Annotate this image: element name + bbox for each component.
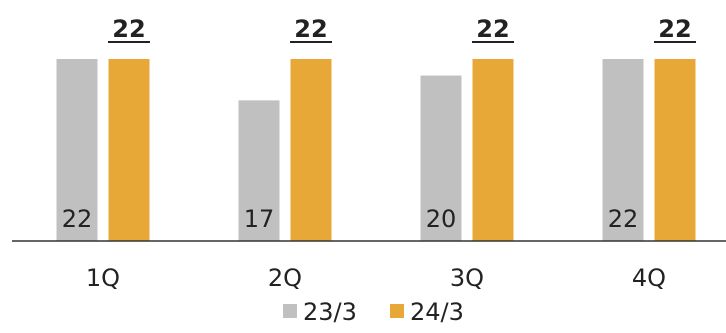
bar-23-3-1Q xyxy=(56,59,98,241)
data-label-24-3-1Q: 22 xyxy=(112,15,145,43)
legend: 23/3 24/3 xyxy=(283,298,464,326)
bar-23-3-4Q xyxy=(602,59,644,241)
data-label-24-3-3Q: 22 xyxy=(476,15,509,43)
category-label-1Q: 1Q xyxy=(86,264,120,292)
data-label-23-3-3Q: 20 xyxy=(426,205,457,233)
bar-23-3-2Q xyxy=(238,100,280,241)
data-label-23-3-1Q: 22 xyxy=(62,205,93,233)
category-labels: 1Q 2Q 3Q 4Q xyxy=(86,264,666,292)
labels-layer: 22 22 17 22 20 22 22 22 xyxy=(62,15,696,233)
bar-23-3-3Q xyxy=(420,75,462,241)
data-label-23-3-4Q: 22 xyxy=(608,205,639,233)
category-label-4Q: 4Q xyxy=(632,264,666,292)
category-label-2Q: 2Q xyxy=(268,264,302,292)
bar-24-3-4Q xyxy=(654,59,696,241)
data-label-24-3-4Q: 22 xyxy=(658,15,691,43)
category-label-3Q: 3Q xyxy=(450,264,484,292)
legend-label-23-3: 23/3 xyxy=(303,298,357,326)
legend-swatch-23-3 xyxy=(283,304,297,318)
legend-label-24-3: 24/3 xyxy=(410,298,464,326)
bars-layer xyxy=(56,59,696,241)
bar-24-3-1Q xyxy=(108,59,150,241)
data-label-23-3-2Q: 17 xyxy=(244,205,275,233)
legend-swatch-24-3 xyxy=(390,304,404,318)
bar-24-3-2Q xyxy=(290,59,332,241)
bar-24-3-3Q xyxy=(472,59,514,241)
data-label-24-3-2Q: 22 xyxy=(294,15,327,43)
